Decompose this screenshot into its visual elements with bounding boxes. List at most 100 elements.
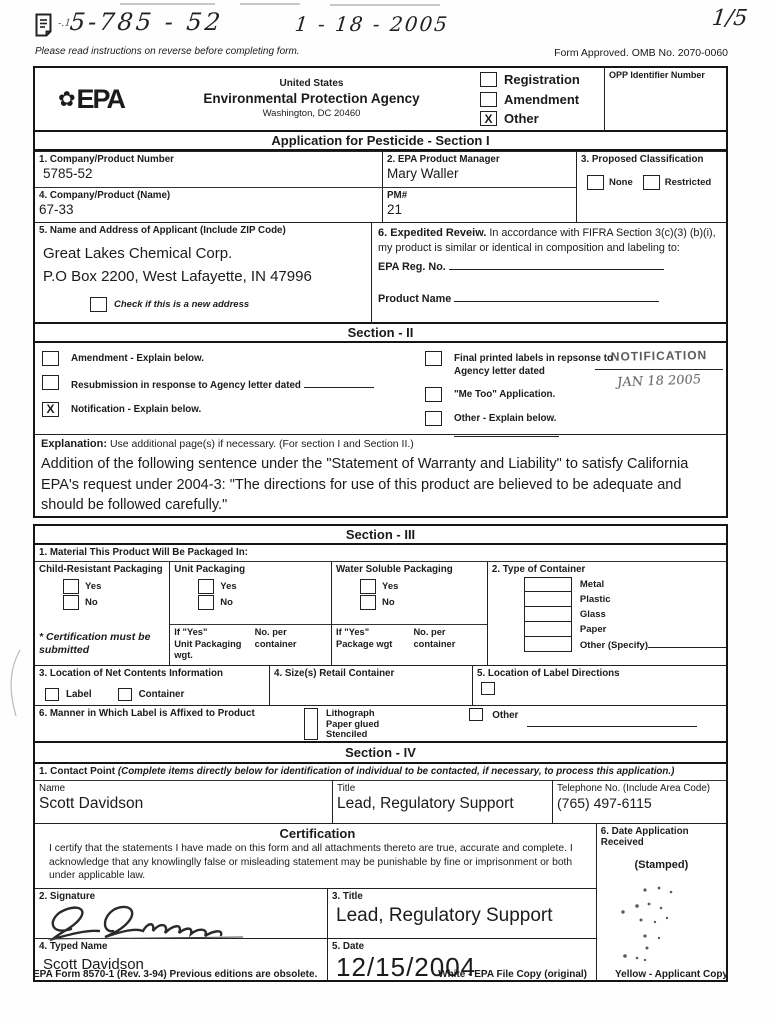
- unit-no-checkbox[interactable]: [198, 594, 215, 610]
- crp-yes-checkbox[interactable]: [63, 578, 79, 594]
- notification-stamp: NOTIFICATION JAN 18 2005: [595, 348, 723, 391]
- product-name-blank[interactable]: [454, 291, 660, 302]
- wsp-ifyes-wgt-label: If "Yes" Package wgt: [336, 627, 393, 649]
- new-address-option: Check if this is a new address: [90, 297, 249, 312]
- expedited-review-text: In accordance with FIFRA Section 3(c)(3)…: [378, 227, 716, 254]
- other-explain-blank[interactable]: [454, 426, 559, 438]
- affix-other-checkbox[interactable]: [469, 708, 484, 721]
- company-product-number-field: 1. Company/Product Number 5785-52: [35, 152, 382, 187]
- scan-artifact: [240, 3, 300, 5]
- other-explain-label: Other - Explain below.: [454, 413, 557, 425]
- contact-phone-field: Telephone No. (Include Area Code) (765) …: [552, 781, 726, 823]
- pm-number-value: 21: [387, 202, 403, 218]
- contact-name-label: Name: [39, 783, 66, 794]
- me-too-label: "Me Too" Application.: [454, 389, 556, 401]
- other-container-checkbox[interactable]: [523, 637, 572, 652]
- unit-packaging-cell: Unit Packaging Yes No If "Yes" Unit Pack…: [169, 562, 332, 665]
- unit-no-per-container-label: No. per container: [254, 627, 297, 649]
- agency-line-name: Environmental Protection Agency: [203, 90, 420, 106]
- certification-text: I certify that the statements I have mad…: [49, 843, 573, 882]
- stamp-notification-text: NOTIFICATION: [610, 348, 708, 364]
- stamp-dots-artifact: [621, 886, 673, 962]
- epa-flower-icon: ✿: [57, 87, 76, 111]
- signature-label: 2. Signature: [39, 891, 96, 902]
- plastic-checkbox[interactable]: [523, 592, 572, 607]
- net-label-checkbox[interactable]: [45, 688, 59, 701]
- wsp-no-checkbox[interactable]: [360, 594, 377, 610]
- registration-checkbox[interactable]: [480, 72, 497, 87]
- type-of-container-cell: 2. Type of Container Metal Plastic Glass…: [486, 562, 726, 665]
- unit-ifyes-wgt-label: If "Yes" Unit Packaging wgt.: [174, 627, 242, 661]
- company-product-name-label: 4. Company/Product (Name): [39, 190, 171, 201]
- paper-checkbox[interactable]: [523, 622, 572, 637]
- label-directions-checkbox[interactable]: [481, 682, 495, 696]
- top-strip: -.1 5-785 - 52 1 - 18 - 2005 1/5 Please …: [0, 0, 770, 66]
- certification-statement: Certification I certify that the stateme…: [35, 824, 596, 889]
- net-contents-label: 3. Location of Net Contents Information: [39, 668, 223, 679]
- classification-none-option: None: [587, 175, 633, 191]
- epa-product-manager-label: 2. EPA Product Manager: [387, 154, 500, 165]
- signature-title-label: 3. Title: [332, 891, 363, 902]
- none-checkbox[interactable]: [587, 175, 604, 191]
- label-directions-field: 5. Location of Label Directions: [472, 666, 726, 705]
- unit-yes-checkbox[interactable]: [198, 578, 215, 594]
- child-resistant-packaging-cell: Child-Resistant Packaging Yes No * Certi…: [35, 562, 169, 665]
- read-instructions-note: Please read instructions on reverse befo…: [35, 46, 300, 57]
- other-checkbox[interactable]: X: [480, 111, 497, 126]
- net-container-checkbox[interactable]: [117, 688, 132, 701]
- notification-checkbox[interactable]: X: [42, 401, 59, 417]
- contact-phone-value: (765) 497-6115: [557, 795, 652, 812]
- other-container-label: Other (Specify): [580, 637, 726, 652]
- certification-area: Certification I certify that the stateme…: [35, 823, 726, 983]
- glass-checkbox[interactable]: [523, 607, 572, 622]
- epa-reg-no-blank[interactable]: [448, 259, 664, 271]
- stamped-label: (Stamped): [634, 858, 689, 871]
- signature-title-field: 3. Title Lead, Regulatory Support: [327, 889, 596, 938]
- wsp-yes-checkbox[interactable]: [360, 578, 377, 594]
- document-icon: [35, 13, 56, 45]
- contact-title-label: Title: [337, 783, 356, 794]
- crp-no-option: No: [63, 594, 169, 610]
- water-soluble-packaging-cell: Water Soluble Packaging Yes No If "Yes" …: [331, 562, 487, 665]
- epa-reg-no-label: EPA Reg. No.: [378, 261, 446, 274]
- crp-no-checkbox[interactable]: [63, 594, 79, 610]
- affix-other-blank[interactable]: [527, 716, 698, 727]
- agency-title: United States Environmental Protection A…: [147, 78, 476, 119]
- opp-identifier-label: OPP Identifier Number: [609, 70, 705, 80]
- affix-other-label: Other: [492, 710, 519, 721]
- wsp-yes-label: Yes: [382, 580, 399, 592]
- net-contents-field: 3. Location of Net Contents Information …: [35, 666, 269, 705]
- new-address-checkbox[interactable]: [90, 297, 107, 312]
- amendment-explain-checkbox[interactable]: [42, 351, 59, 366]
- proposed-classification-field: 3. Proposed Classification None Restrict…: [576, 152, 726, 222]
- unit-no-option: No: [198, 594, 331, 610]
- scan-artifact: [120, 3, 215, 5]
- paper-label: Paper: [579, 624, 607, 635]
- resubmission-label: Resubmission in response to Agency lette…: [71, 380, 301, 391]
- agency-block: ✿ EPA United States Environmental Protec…: [35, 68, 476, 130]
- crp-no-label: No: [85, 596, 98, 608]
- metal-checkbox[interactable]: [523, 577, 572, 592]
- resubmission-date-blank[interactable]: [303, 377, 374, 388]
- amendment-checkbox[interactable]: [480, 91, 497, 107]
- me-too-checkbox[interactable]: [425, 387, 442, 403]
- resubmission-checkbox[interactable]: [42, 375, 59, 390]
- expedited-review-field: 6. Expedited Reveiw. In accordance with …: [371, 223, 726, 322]
- pm-number-field: PM# 21: [382, 188, 576, 222]
- wsp-no-per-container-label: No. per container: [413, 627, 456, 649]
- epa-logo: ✿ EPA: [35, 84, 147, 115]
- restricted-checkbox[interactable]: [642, 175, 660, 191]
- date-value: 12/15/2004: [336, 952, 477, 983]
- stamp-date-received: JAN 18 2005: [616, 372, 702, 391]
- applicant-address-value: P.O Box 2200, West Lafayette, IN 47996: [43, 267, 312, 285]
- net-contents-row: 3. Location of Net Contents Information …: [35, 665, 726, 705]
- other-explain-option: Other - Explain below.: [425, 411, 625, 441]
- wsp-no-option: No: [360, 594, 487, 610]
- amendment-explain-label: Amendment - Explain below.: [71, 353, 204, 364]
- final-printed-labels-checkbox[interactable]: [425, 351, 442, 366]
- other-explain-checkbox[interactable]: [425, 411, 442, 427]
- other-container-blank[interactable]: [648, 637, 726, 648]
- agency-line-us: United States: [279, 78, 344, 90]
- affix-method-checkbox[interactable]: [304, 708, 318, 740]
- certification-must-be-submitted-note: * Certification must be submitted: [39, 630, 151, 656]
